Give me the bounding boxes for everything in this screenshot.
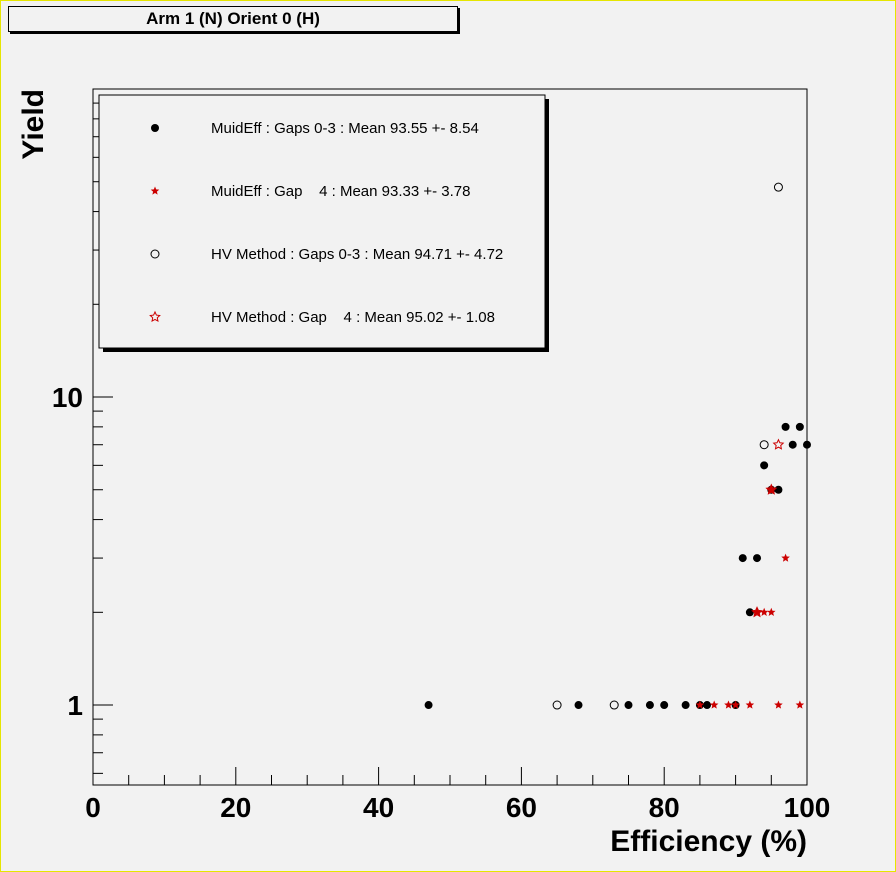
- data-point-series-3: [772, 438, 785, 450]
- data-point-series-1: [745, 700, 755, 709]
- y-axis-label: Yield: [17, 89, 50, 160]
- data-point-series-0: [760, 461, 769, 470]
- legend-entry-label: HV Method : Gap 4 : Mean 95.02 +- 1.08: [211, 309, 495, 326]
- x-tick-label: 20: [220, 792, 251, 823]
- data-point-series-1: [795, 700, 805, 709]
- data-point-series-1: [767, 607, 776, 616]
- data-point-series-0: [753, 554, 762, 563]
- data-point-series-1: [709, 700, 719, 709]
- data-point-series-0: [660, 701, 669, 710]
- y-tick-label: 1: [67, 690, 83, 721]
- legend-entry-label: MuidEff : Gaps 0-3 : Mean 93.55 +- 8.54: [211, 120, 479, 137]
- data-point-series-3: [765, 483, 778, 495]
- data-point-series-1: [724, 700, 733, 709]
- x-tick-label: 80: [649, 792, 680, 823]
- x-tick-label: 100: [784, 792, 831, 823]
- data-point-series-1: [731, 700, 740, 709]
- x-tick-label: 40: [363, 792, 394, 823]
- data-point-series-1: [781, 553, 790, 562]
- data-point-series-2: [773, 182, 783, 192]
- data-point-series-2: [552, 700, 562, 710]
- data-point-series-1: [759, 607, 769, 616]
- data-point-series-2: [759, 440, 769, 450]
- data-point-series-1: [774, 700, 783, 709]
- legend-marker-0: [151, 124, 159, 132]
- data-point-series-0: [774, 485, 783, 494]
- y-tick-label: 10: [52, 382, 83, 413]
- data-point-series-0: [703, 701, 712, 710]
- data-point-series-1: [695, 700, 705, 709]
- data-point-series-0: [424, 701, 433, 710]
- x-tick-label: 0: [85, 792, 101, 823]
- data-point-series-0: [803, 440, 811, 449]
- data-point-series-2: [609, 700, 619, 710]
- data-point-series-0: [574, 701, 583, 710]
- legend-entry-label: HV Method : Gaps 0-3 : Mean 94.71 +- 4.7…: [211, 246, 503, 263]
- chart-title: Arm 1 (N) Orient 0 (H): [146, 9, 320, 28]
- data-point-series-0: [745, 608, 754, 617]
- data-point-series-3: [751, 606, 763, 618]
- legend: [98, 94, 546, 349]
- data-point-series-0: [788, 440, 797, 449]
- x-axis-label: Efficiency (%): [610, 825, 807, 858]
- legend-entry-label: MuidEff : Gap 4 : Mean 93.33 +- 3.78: [211, 183, 470, 200]
- data-point-series-0: [795, 422, 804, 431]
- x-tick-label: 60: [506, 792, 537, 823]
- title-box: Arm 1 (N) Orient 0 (H): [8, 6, 458, 32]
- legend-marker-3: [149, 310, 161, 323]
- data-point-series-0: [624, 701, 633, 710]
- legend-marker-2: [150, 249, 160, 259]
- data-point-series-0: [738, 554, 747, 563]
- data-point-series-0: [645, 701, 654, 710]
- data-point-series-0: [681, 701, 690, 710]
- legend-marker-1: [150, 186, 160, 195]
- data-point-series-0: [781, 422, 790, 431]
